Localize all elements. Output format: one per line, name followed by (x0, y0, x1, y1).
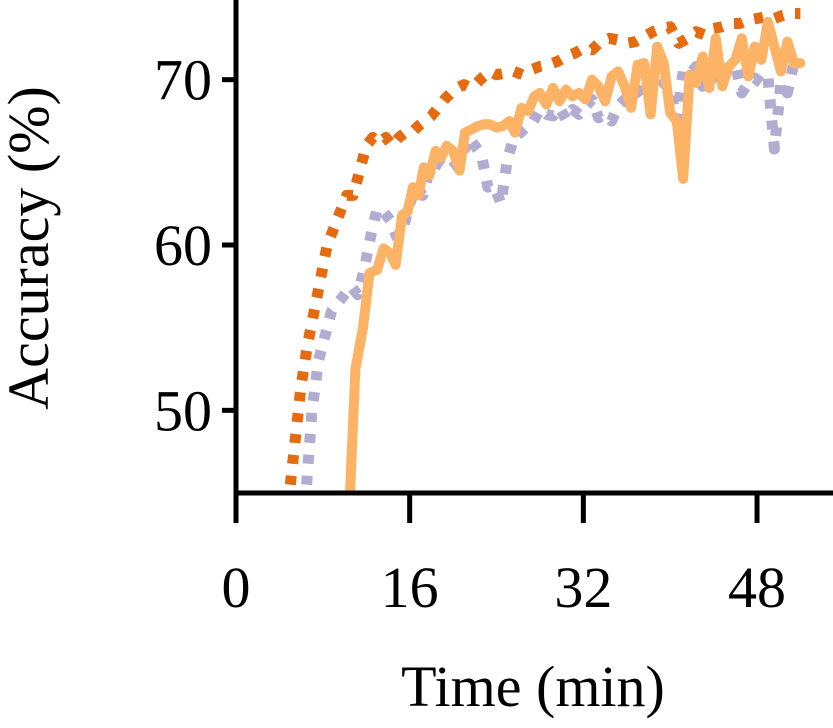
series-solid-orange (345, 16, 806, 493)
axes-layer: 50 60 70 0 16 32 48 (154, 0, 833, 620)
x-axis-label: Time (min) (401, 654, 665, 719)
y-tick-label: 60 (154, 213, 212, 278)
x-tick-label: 0 (222, 555, 251, 620)
labels-layer: Time (min) Accuracy (%) (0, 86, 665, 719)
series-dotted-dark-orange (284, 8, 801, 486)
x-tick-label: 32 (554, 555, 612, 620)
y-axis-label: Accuracy (%) (0, 86, 61, 410)
series-dotted-lavender (301, 57, 800, 486)
x-tick-label: 16 (381, 555, 439, 620)
x-tick-label: 48 (728, 555, 786, 620)
y-tick-label: 50 (154, 378, 212, 443)
series-layer (284, 8, 806, 493)
y-tick-label: 70 (154, 48, 212, 113)
